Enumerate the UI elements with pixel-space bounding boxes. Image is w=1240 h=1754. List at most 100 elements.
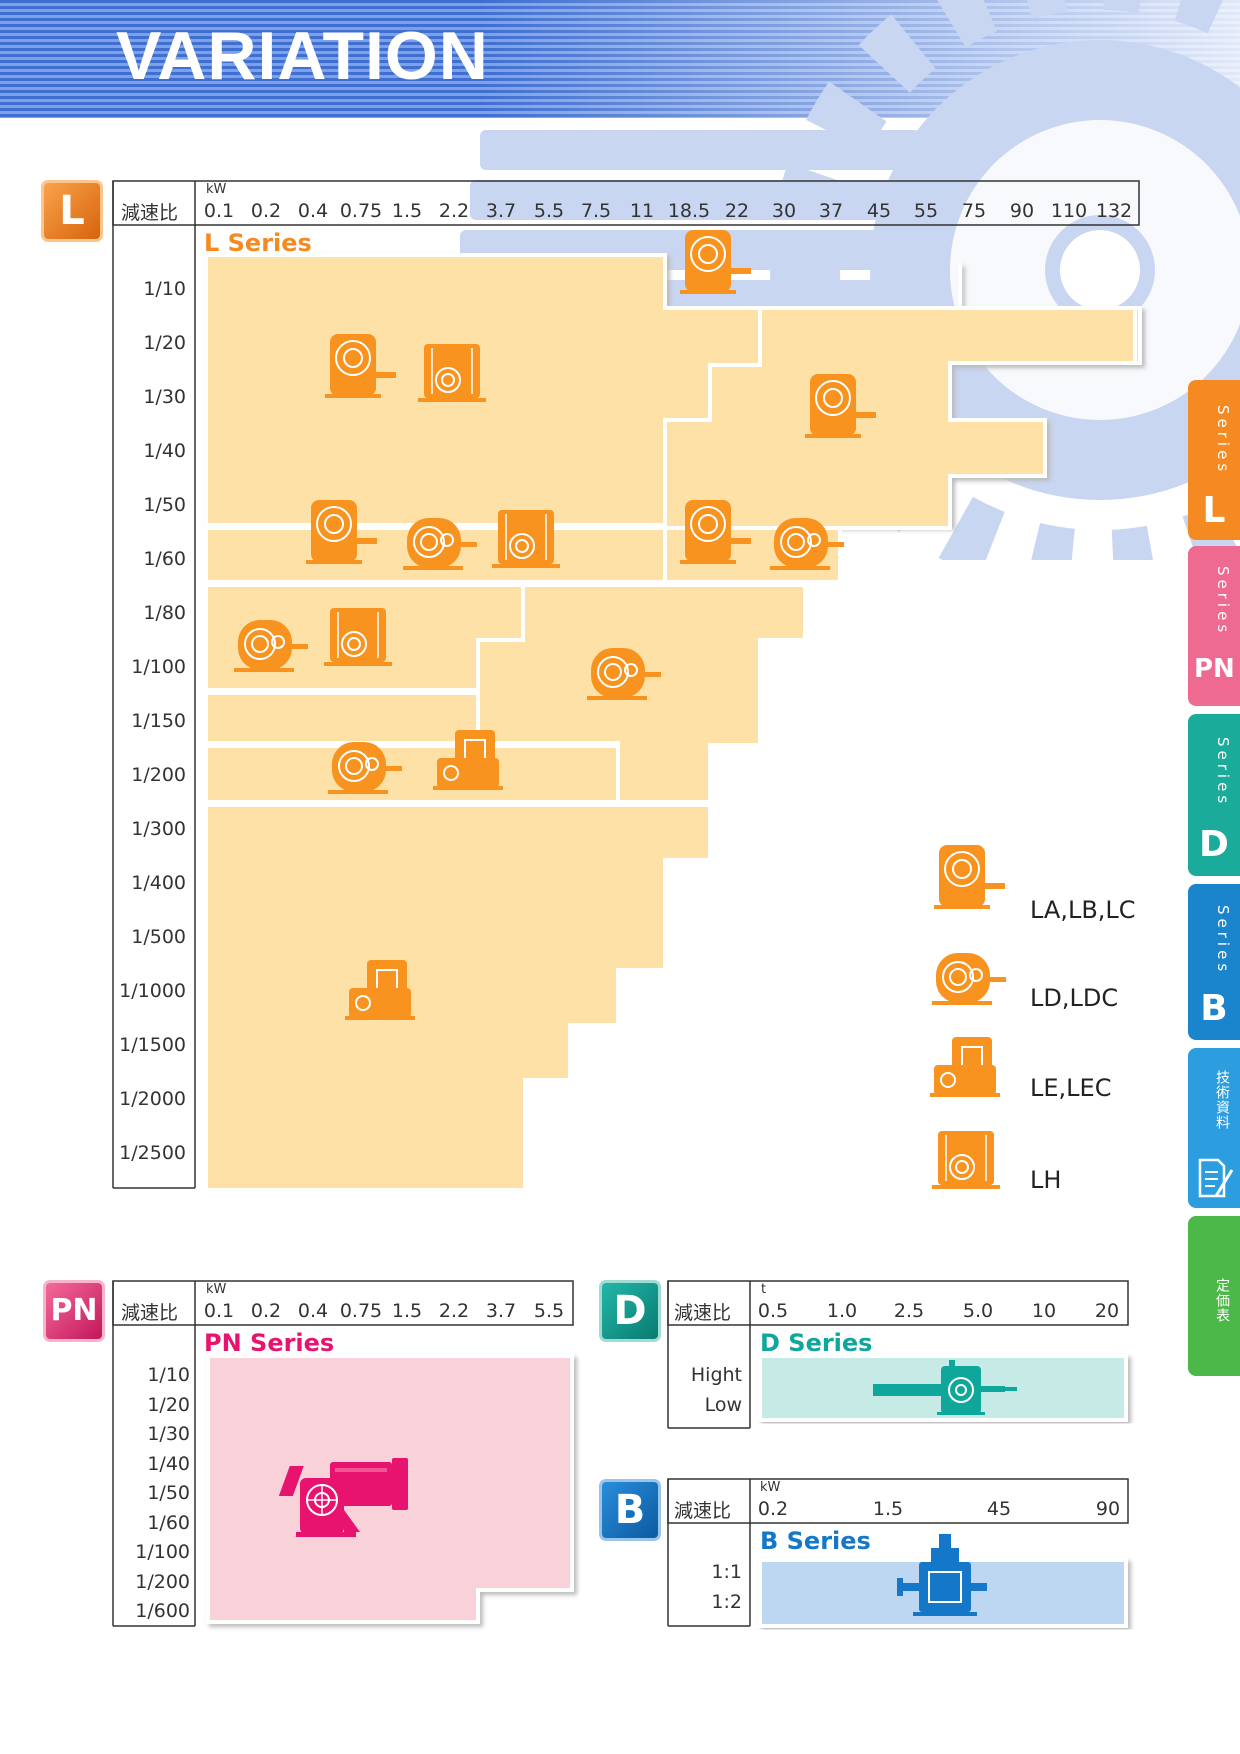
- axis-tick: 90: [1095, 1498, 1121, 1520]
- side-tab-price-list[interactable]: 定価表: [1188, 1216, 1240, 1376]
- side-tab-pn-series[interactable]: Series PN: [1188, 546, 1240, 706]
- b-product-icon: [897, 1534, 987, 1616]
- side-tab-d-series[interactable]: Series D: [1188, 714, 1240, 876]
- pn-series-badge: PN: [46, 1283, 102, 1339]
- product-lh-icon: [491, 509, 561, 569]
- pn-series-region: [206, 1354, 574, 1624]
- side-tab-b-series[interactable]: Series B: [1188, 884, 1240, 1040]
- ratio-label: 1/80: [143, 602, 186, 624]
- side-tab-l-series[interactable]: Series L: [1188, 380, 1240, 540]
- product-ld-icon: [233, 619, 309, 673]
- axis-tick: 22: [724, 200, 750, 222]
- document-pen-icon: [1198, 1158, 1234, 1198]
- ratio-label: 1/2000: [119, 1088, 186, 1110]
- side-tab-label: Series: [1214, 904, 1232, 976]
- side-tab-label: Series: [1214, 404, 1232, 476]
- ratio-label: 1/400: [131, 872, 186, 894]
- axis-tick: 5.0: [962, 1300, 994, 1322]
- ratio-label: 1/100: [131, 656, 186, 678]
- legend-lh-icon: [931, 1130, 1001, 1190]
- axis-tick: 0.4: [297, 1300, 329, 1322]
- product-ld-icon: [769, 517, 845, 571]
- l-series-badge: L: [44, 183, 100, 239]
- d-ratio-header: 減速比: [674, 1302, 732, 1324]
- axis-tick: 1.5: [872, 1498, 904, 1520]
- page-title: VARIATION: [116, 18, 489, 94]
- l-ratio-header: 減速比: [121, 202, 179, 224]
- l-kw-unit: kW: [206, 182, 227, 197]
- ratio-label: 1/1500: [119, 1034, 186, 1056]
- ratio-label: 1/30: [143, 386, 186, 408]
- side-tab-technical[interactable]: 技術資料: [1188, 1048, 1240, 1208]
- legend-label-le: LE,LEC: [1030, 1074, 1112, 1102]
- d-series-chart: [667, 1280, 1129, 1429]
- ratio-label: 1/40: [143, 440, 186, 462]
- d-series-region: [758, 1354, 1128, 1422]
- axis-tick: 20: [1094, 1300, 1120, 1322]
- axis-tick: 0.4: [297, 200, 329, 222]
- legend-label-ld: LD,LDC: [1030, 984, 1119, 1012]
- d-t-unit: t: [761, 1282, 767, 1297]
- axis-tick: 1.0: [826, 1300, 858, 1322]
- product-lh-icon: [417, 343, 487, 403]
- legend-label-lh: LH: [1030, 1166, 1062, 1194]
- pn-kw-unit: kW: [206, 1282, 227, 1297]
- axis-tick: 1.5: [391, 1300, 423, 1322]
- l-series-regions: [204, 253, 1142, 1192]
- ratio-label: 1/50: [143, 494, 186, 516]
- ratio-label: 1/10: [143, 278, 186, 300]
- axis-tick: 0.75: [339, 200, 383, 222]
- ratio-label: 1/50: [147, 1482, 190, 1504]
- ratio-label: 1/10: [147, 1364, 190, 1386]
- product-lh-icon: [323, 607, 393, 667]
- pn-series-chart: [112, 1280, 574, 1627]
- side-tab-letter: B: [1200, 988, 1228, 1029]
- axis-tick: 0.1: [203, 200, 235, 222]
- d-series-title: D Series: [760, 1329, 873, 1357]
- ratio-label: 1/60: [147, 1511, 190, 1534]
- legend-la-icon: [933, 845, 1006, 910]
- ratio-label: 1/2500: [119, 1142, 186, 1164]
- axis-tick: 45: [986, 1498, 1012, 1520]
- ratio-label: 1/100: [135, 1541, 190, 1563]
- pn-ratio-header: 減速比: [121, 1302, 179, 1324]
- axis-tick: 30: [771, 200, 797, 222]
- pn-series-title: PN Series: [204, 1329, 335, 1357]
- side-tab-letter: PN: [1194, 654, 1235, 684]
- b-series-badge: B: [602, 1482, 658, 1538]
- axis-tick: 110: [1050, 200, 1088, 222]
- axis-tick: 2.2: [438, 1300, 470, 1322]
- d-product-icon: [873, 1360, 1017, 1415]
- side-tab-letter: L: [1202, 490, 1226, 531]
- product-ld-icon: [327, 741, 403, 795]
- axis-tick: 2.2: [438, 200, 470, 222]
- legend-le-icon: [930, 1036, 1001, 1098]
- axis-tick: 0.2: [250, 200, 282, 222]
- product-la-icon: [679, 230, 752, 295]
- axis-tick: 0.5: [757, 1300, 789, 1322]
- ratio-label: 1/20: [143, 332, 186, 354]
- ratio-label: 1/600: [135, 1600, 190, 1622]
- axis-tick: 45: [866, 200, 892, 222]
- axis-tick: 3.7: [485, 1300, 517, 1322]
- axis-tick: 1.5: [391, 200, 423, 222]
- pn-product-icon: [278, 1458, 408, 1537]
- side-tab-label: 定価表: [1214, 1277, 1230, 1323]
- axis-tick: 37: [818, 200, 844, 222]
- side-tab-letter: D: [1199, 824, 1229, 865]
- axis-tick: 75: [961, 200, 987, 222]
- axis-tick: 5.5: [533, 1300, 565, 1322]
- ratio-label: 1/1000: [119, 980, 186, 1002]
- axis-tick: 5.5: [533, 200, 565, 222]
- product-la-icon: [324, 333, 397, 399]
- axis-tick: 11: [629, 200, 655, 222]
- ratio-label: 1/40: [147, 1452, 190, 1475]
- legend-ld-icon: [931, 952, 1007, 1006]
- l-series-products: [233, 230, 877, 1021]
- axis-tick: 55: [913, 200, 939, 222]
- axis-tick: 10: [1031, 1300, 1057, 1322]
- ratio-label: Hight: [690, 1364, 742, 1386]
- product-la-icon: [679, 499, 752, 565]
- axis-tick: 0.2: [250, 1300, 282, 1322]
- axis-tick: 0.75: [339, 1300, 383, 1322]
